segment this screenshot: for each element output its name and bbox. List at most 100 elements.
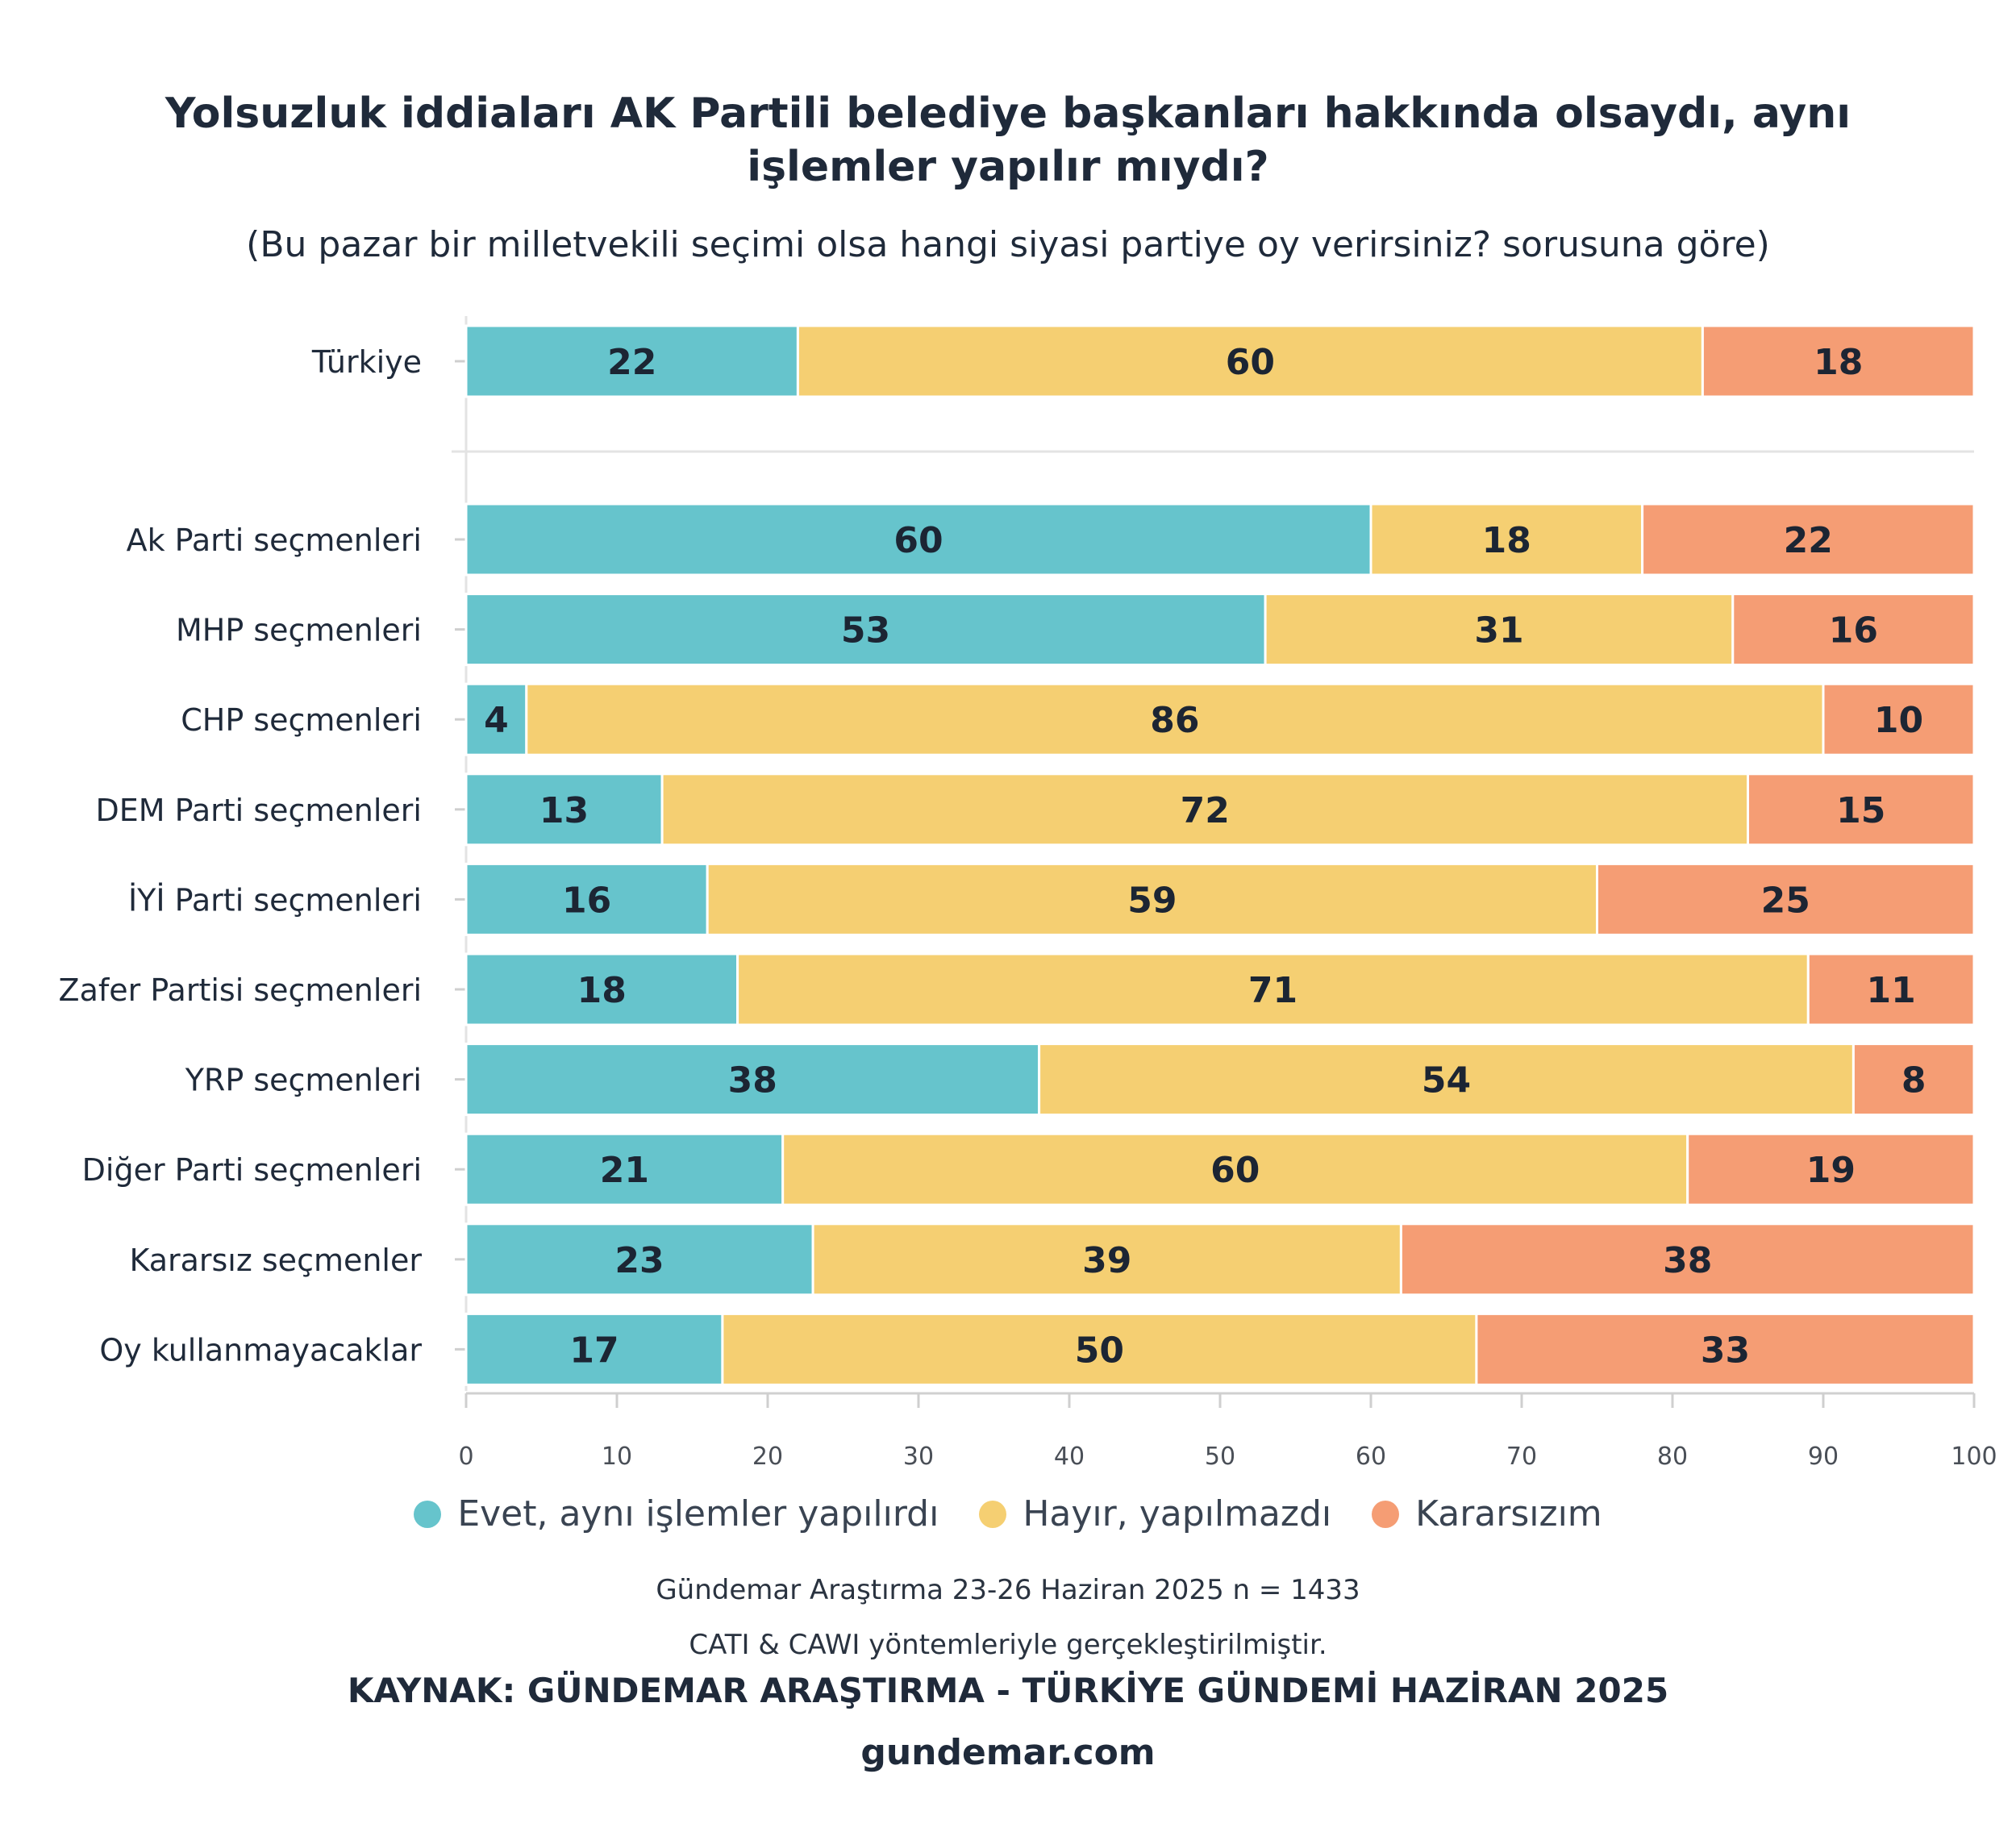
category-label: İYİ Parti seçmenleri [128,882,422,918]
data-label: 38 [728,1060,777,1101]
bar-segment-hayir [811,1222,1402,1297]
bar-segment-hayir [796,324,1704,398]
bar-segment-hayir [525,682,1825,756]
x-tick-label: 10 [602,1443,632,1468]
footnote-survey: Gündemar Araştırma 23-26 Haziran 2025 n … [656,1574,1360,1606]
data-label: 16 [562,880,611,921]
category-label: Zafer Partisi seçmenleri [59,972,422,1008]
data-label: 10 [1874,700,1923,741]
footnote-method: CATI & CAWI yöntemleriyle gerçekleştiril… [689,1629,1327,1661]
category-label: CHP seçmenleri [181,702,422,738]
data-label: 38 [1663,1240,1712,1281]
legend-label-kararsizim: Kararsızım [1415,1493,1602,1534]
legend-item-evet: Evet, aynı işlemler yapılırdı [414,1493,939,1534]
data-label: 8 [1901,1060,1926,1101]
data-label: 16 [1829,610,1878,652]
data-label: 53 [841,610,890,652]
x-tick-label: 80 [1657,1443,1688,1468]
legend-swatch-kararsizim [1372,1500,1400,1528]
bar-segment-hayir [1264,593,1735,667]
bar-segment-evet [464,324,799,398]
category-label: Diğer Parti seçmenleri [82,1152,422,1188]
bar-segment-evet [464,952,739,1026]
legend-label-evet: Evet, aynı işlemler yapılırdı [457,1493,939,1534]
category-label: Kararsız seçmenler [129,1243,422,1278]
bar-segment-evet [464,1312,724,1386]
x-tick-label: 40 [1054,1443,1085,1468]
bar-segment-kararsizim [1806,952,1976,1026]
legend-label-hayir: Hayır, yapılmazdı [1023,1493,1332,1534]
data-label: 22 [607,342,656,383]
bar-segment-kararsizim [1747,772,1976,847]
legend-swatch-hayir [979,1500,1007,1528]
bar-segment-kararsizim [1596,862,1976,936]
chart-title-line-2: işlemler yapılır mıydı? [747,143,1269,191]
stacked-bar-chart: Türkiye 22 60 18 Ak Parti seçmenleri 60 18 22 MH… [59,316,1997,1468]
data-label: 22 [1784,520,1833,561]
data-label: 18 [1814,342,1863,383]
x-tick-label: 70 [1506,1443,1537,1468]
data-label: 60 [1226,342,1275,383]
x-tick-label: 0 [458,1443,473,1468]
x-tick-label: 90 [1808,1443,1839,1468]
bar-segment-evet [464,593,1267,667]
data-label: 4 [484,700,509,741]
data-label: 50 [1075,1330,1124,1371]
data-label: 39 [1082,1240,1131,1281]
data-label: 18 [1482,520,1531,561]
bar-segment-kararsizim [1851,1043,1976,1117]
data-label: 60 [893,520,943,561]
bar-segment-evet [464,772,664,847]
bar-segment-hayir [781,1132,1689,1206]
legend-item-kararsizim: Kararsızım [1372,1493,1602,1534]
source-line: KAYNAK: GÜNDEMAR ARAŞTIRMA - TÜRKİYE GÜN… [347,1671,1669,1710]
bar-segment-kararsizim [1641,502,1976,577]
data-label: 60 [1210,1150,1260,1191]
x-tick-label: 30 [903,1443,934,1468]
category-label: Oy kullanmayacaklar [99,1332,422,1368]
bar-segment-kararsizim [1399,1222,1976,1297]
x-tick-label: 100 [1951,1443,1997,1468]
x-tick-label: 20 [752,1443,783,1468]
chart-title-line-1: Yolsuzluk iddiaları AK Partili belediye … [165,90,1851,138]
data-label: 33 [1701,1330,1750,1371]
category-label: Türkiye [311,344,422,380]
legend-swatch-evet [414,1500,442,1528]
bar-segment-hayir [1038,1043,1855,1117]
data-label: 23 [614,1240,664,1281]
data-label: 54 [1422,1060,1471,1101]
data-label: 17 [569,1330,619,1371]
category-label: YRP seçmenleri [185,1063,422,1098]
data-label: 21 [600,1150,649,1191]
website: gundemar.com [860,1732,1156,1773]
legend: Evet, aynı işlemler yapılırdı Hayır, yap… [0,1493,2016,1534]
bar-segment-evet [464,1132,785,1206]
legend-item-hayir: Hayır, yapılmazdı [979,1493,1331,1534]
chart-title: Yolsuzluk iddiaları AK Partili belediye … [0,87,2016,194]
bar-segment-hayir [736,952,1810,1026]
bar-segment-evet [464,502,1372,577]
data-label: 31 [1474,610,1523,652]
data-label: 25 [1761,880,1810,921]
data-label: 86 [1150,700,1199,741]
data-label: 59 [1127,880,1177,921]
data-label: 72 [1181,790,1230,831]
category-label: DEM Parti seçmenleri [96,793,422,828]
data-label: 13 [539,790,589,831]
category-label: MHP seçmenleri [176,613,422,648]
bar-segment-kararsizim [1822,682,1976,756]
data-label: 71 [1248,970,1297,1011]
x-tick-label: 50 [1205,1443,1235,1468]
bar-segment-kararsizim [1686,1132,1976,1206]
bar-segment-hayir [706,862,1599,936]
bar-segment-evet [464,1222,814,1297]
bar-segment-evet [464,862,709,936]
data-label: 18 [577,970,627,1011]
bar-segment-kararsizim [1475,1312,1976,1386]
category-label: Ak Parti seçmenleri [127,523,422,558]
data-label: 15 [1836,790,1885,831]
bar-segment-kararsizim [1731,593,1976,667]
data-label: 19 [1806,1150,1856,1191]
chart-subtitle: (Bu pazar bir milletvekili seçimi olsa h… [246,224,1770,265]
bar-segment-hayir [1369,502,1644,577]
